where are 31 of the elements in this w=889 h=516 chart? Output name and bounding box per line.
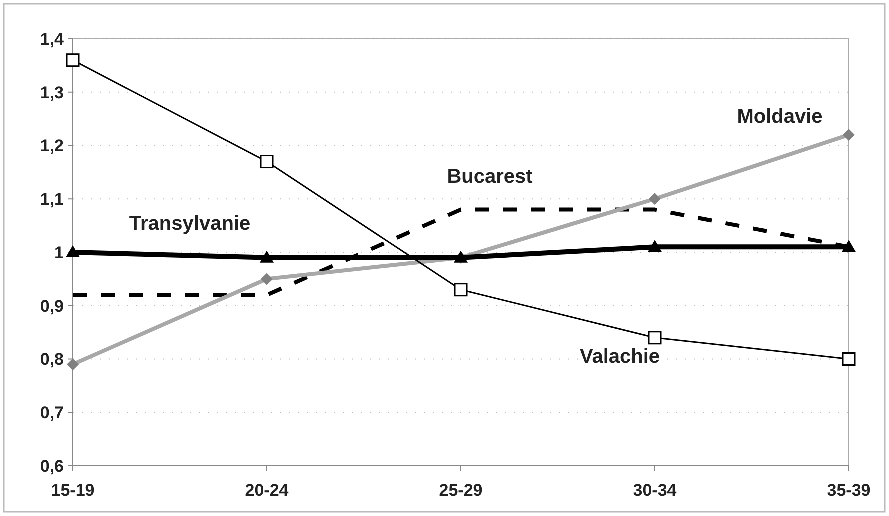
point [648, 331, 662, 345]
y-tick-label: 1,3 [40, 83, 64, 102]
y-tick-label: 1,4 [40, 30, 65, 49]
y-tick-label: 0,8 [40, 350, 64, 370]
series-label: Valachie [580, 346, 660, 368]
point [649, 193, 661, 206]
y-tick-label: 0,6 [40, 456, 64, 476]
point [842, 352, 856, 366]
point [260, 250, 274, 263]
y-tick-label: 0,7 [40, 404, 64, 423]
x-tick-label: 35-39 [827, 481, 871, 500]
y-tick-label: 0,9 [40, 296, 64, 316]
series-label: Bucarest [447, 166, 534, 188]
x-tick-label: 15-19 [51, 481, 95, 500]
series-label: Moldavie [737, 106, 823, 128]
y-tick-label: 1,2 [40, 136, 64, 156]
x-tick-label: 25-29 [439, 481, 483, 500]
x-tick-label: 20-24 [245, 481, 290, 500]
point [843, 129, 855, 142]
point [67, 358, 79, 371]
point [260, 155, 274, 169]
point [66, 246, 80, 258]
y-tick-label: 1 [54, 243, 64, 262]
x-tick-label: 30-34 [633, 481, 678, 500]
series-label: Transylvanie [129, 213, 251, 235]
point [261, 273, 273, 286]
point [454, 283, 468, 297]
point [648, 240, 662, 252]
point [842, 240, 856, 252]
point [66, 54, 80, 68]
y-tick-label: 1,1 [40, 190, 64, 210]
